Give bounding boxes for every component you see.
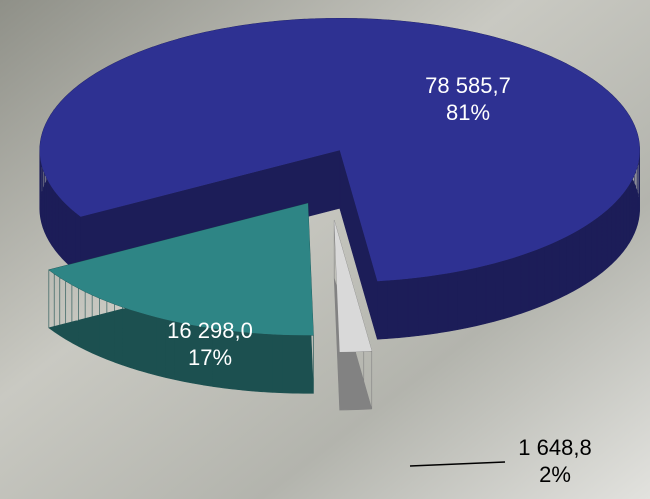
value-label: 1 648,8	[518, 435, 591, 460]
value-label: 16 298,0	[167, 318, 253, 343]
percent-label: 17%	[188, 345, 232, 370]
percent-label: 81%	[446, 100, 490, 125]
percent-label: 2%	[539, 462, 571, 487]
value-label: 78 585,7	[425, 73, 511, 98]
chart: 78 585,781% 16 298,017% 1 648,82%	[0, 0, 650, 499]
